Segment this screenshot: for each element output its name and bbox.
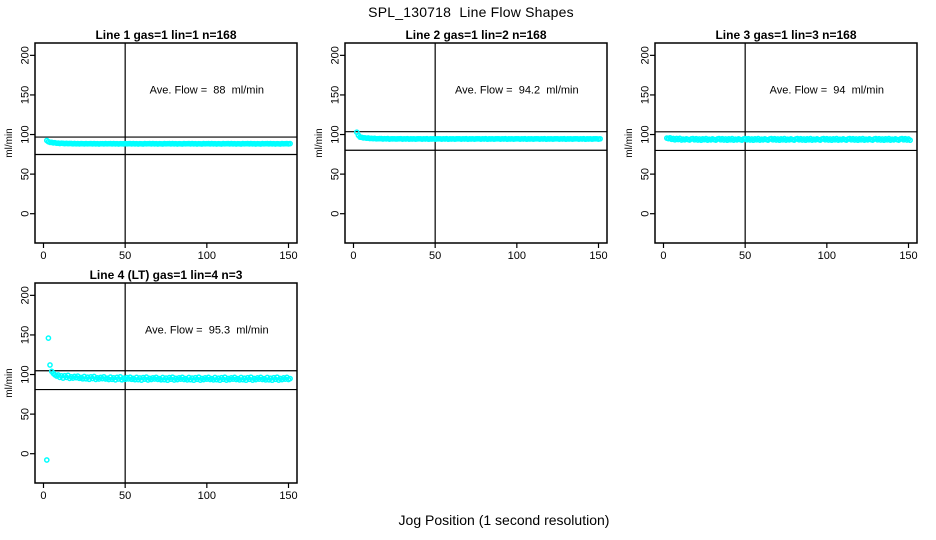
y-tick-label: 50	[20, 168, 32, 180]
axes	[650, 54, 910, 248]
x-tick-label: 150	[279, 490, 297, 502]
y-tick-label: 50	[640, 168, 652, 180]
panel-line-3: Line 3 gas=1 lin=3 n=168 0 50 100 150 200 0 50 1…	[620, 25, 932, 265]
y-tick-label: 200	[640, 46, 652, 64]
scatter-points	[43, 137, 293, 147]
x-tick-label: 150	[279, 250, 297, 262]
y-tick-label: 100	[640, 125, 652, 143]
axes	[340, 54, 600, 248]
x-tick-label: 50	[429, 250, 441, 262]
y-axis-title: ml/min	[314, 128, 325, 157]
ave-flow-annotation: Ave. Flow = 88 ml/min	[150, 84, 264, 96]
axis-tick-labels: 0 50 100 150 200 0 50 100 150	[330, 46, 608, 262]
panel-title: Line 4 (LT) gas=1 lin=4 n=3	[90, 268, 243, 282]
ave-flow-annotation: Ave. Flow = 95.3 ml/min	[145, 324, 269, 336]
x-axis-label: Jog Position (1 second resolution)	[398, 512, 610, 528]
x-tick-label: 50	[119, 490, 131, 502]
y-tick-label: 200	[20, 286, 32, 304]
y-tick-label: 200	[330, 46, 342, 64]
y-tick-label: 0	[20, 211, 32, 217]
y-tick-label: 200	[20, 46, 32, 64]
y-tick-label: 100	[330, 125, 342, 143]
x-tick-label: 150	[899, 250, 917, 262]
y-tick-label: 50	[330, 168, 342, 180]
panel-line-4: Line 4 (LT) gas=1 lin=4 n=3 0 50 100 150 200 0…	[0, 265, 312, 505]
axes	[30, 54, 290, 248]
plot-box	[344, 42, 608, 244]
axis-tick-labels: 0 50 100 150 200 0 50 100 150	[20, 46, 298, 262]
plot-box	[34, 42, 298, 244]
panel-line-2: Line 2 gas=1 lin=2 n=168 0 50 100 150 200 0 50 1…	[310, 25, 622, 265]
x-tick-label: 100	[198, 490, 216, 502]
x-tick-label: 0	[40, 250, 46, 262]
y-axis-title: ml/min	[4, 368, 15, 397]
plot-box	[34, 282, 298, 484]
panel-line-2-plot: Line 2 gas=1 lin=2 n=168 0 50 100 150 200 0 50 1…	[314, 28, 608, 262]
panel-line-3-plot: Line 3 gas=1 lin=3 n=168 0 50 100 150 200 0 50 1…	[624, 28, 918, 262]
x-tick-label: 0	[40, 490, 46, 502]
x-tick-label: 100	[508, 250, 526, 262]
panel-title: Line 2 gas=1 lin=2 n=168	[405, 28, 546, 42]
x-tick-label: 0	[660, 250, 666, 262]
axes	[30, 294, 290, 488]
axis-tick-labels: 0 50 100 150 200 0 50 100 150	[20, 286, 298, 502]
y-tick-label: 150	[330, 86, 342, 104]
y-tick-label: 50	[20, 408, 32, 420]
scatter-points	[353, 129, 603, 143]
y-tick-label: 0	[20, 451, 32, 457]
x-tick-label: 50	[119, 250, 131, 262]
scatter-points	[663, 134, 913, 144]
plot-box	[654, 42, 918, 244]
panel-line-1: Line 1 gas=1 lin=1 n=168 0 50 100 150 200 0 50 1…	[0, 25, 312, 265]
panel-title: Line 3 gas=1 lin=3 n=168	[715, 28, 856, 42]
x-tick-label: 100	[198, 250, 216, 262]
x-tick-label: 150	[589, 250, 607, 262]
scatter-points	[43, 335, 293, 463]
y-axis-title: ml/min	[624, 128, 635, 157]
x-tick-label: 100	[818, 250, 836, 262]
y-axis-title: ml/min	[4, 128, 15, 157]
panel-line-4-plot: Line 4 (LT) gas=1 lin=4 n=30501001502000…	[4, 268, 298, 502]
y-tick-label: 0	[330, 211, 342, 217]
figure-title: SPL_130718 Line Flow Shapes	[368, 4, 574, 20]
y-tick-label: 150	[20, 326, 32, 344]
panel-title: Line 1 gas=1 lin=1 n=168	[95, 28, 236, 42]
panel-line-1-plot: Line 1 gas=1 lin=1 n=168 0 50 100 150 200 0 50 1…	[4, 28, 298, 262]
y-tick-label: 0	[640, 211, 652, 217]
ave-flow-annotation: Ave. Flow = 94.2 ml/min	[455, 84, 579, 96]
y-tick-label: 150	[20, 86, 32, 104]
y-tick-label: 100	[20, 125, 32, 143]
x-tick-label: 0	[350, 250, 356, 262]
y-tick-label: 100	[20, 365, 32, 383]
y-tick-label: 150	[640, 86, 652, 104]
axis-tick-labels: 0 50 100 150 200 0 50 100 150	[640, 46, 918, 262]
ave-flow-annotation: Ave. Flow = 94 ml/min	[770, 84, 884, 96]
x-tick-label: 50	[739, 250, 751, 262]
